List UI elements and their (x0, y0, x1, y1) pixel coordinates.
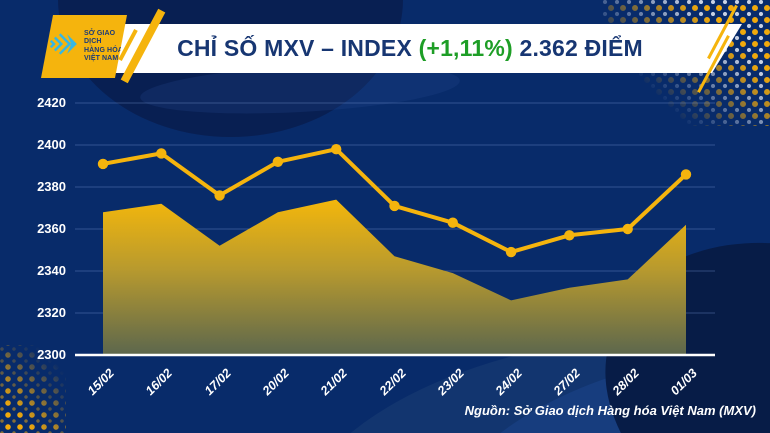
data-point-marker (564, 230, 575, 241)
title-change-percent: (+1,11%) (418, 35, 513, 61)
index-area (103, 199, 686, 355)
halftone-dots-bottom-left (0, 345, 66, 433)
data-point-marker (389, 200, 400, 212)
title-points: 2.362 ĐIỂM (512, 35, 643, 61)
mxv-logo-text: SỞ GIAO DỊCH HÀNG HÓA VIỆT NAM (84, 30, 127, 64)
logo-line-3: VIỆT NAM (84, 55, 119, 62)
data-point-marker (156, 148, 167, 159)
source-note: Nguồn: Sở Giao dịch Hàng hóa Việt Nam (M… (464, 403, 756, 418)
logo-line-2: HÀNG HÓA (84, 46, 123, 54)
y-axis-label: 2380 (37, 179, 66, 194)
data-point-marker (272, 156, 284, 167)
title-banner: CHỈ SỐ MXV – INDEX (+1,11%) 2.362 ĐIỂM (78, 24, 742, 73)
y-axis-label: 2300 (37, 347, 66, 362)
data-point-marker (622, 223, 633, 235)
page-title: CHỈ SỐ MXV – INDEX (+1,11%) 2.362 ĐIỂM (177, 35, 643, 62)
mxv-logo: SỞ GIAO DỊCH HÀNG HÓA VIỆT NAM (41, 15, 127, 78)
data-point-marker (331, 144, 342, 155)
data-point-marker (680, 169, 692, 180)
data-point-marker (505, 246, 517, 258)
y-axis-label: 2420 (37, 95, 66, 110)
y-axis-label: 2340 (37, 263, 66, 278)
logo-line-1: SỞ GIAO DỊCH (84, 29, 116, 45)
data-point-marker (447, 217, 458, 228)
y-axis-label: 2360 (37, 221, 66, 236)
data-point-marker (214, 190, 225, 201)
y-axis-label: 2400 (37, 137, 66, 152)
data-point-marker (97, 158, 109, 170)
title-text: CHỈ SỐ MXV – INDEX (177, 35, 419, 61)
y-axis-label: 2320 (37, 305, 66, 320)
mxv-logo-icon (45, 30, 81, 63)
